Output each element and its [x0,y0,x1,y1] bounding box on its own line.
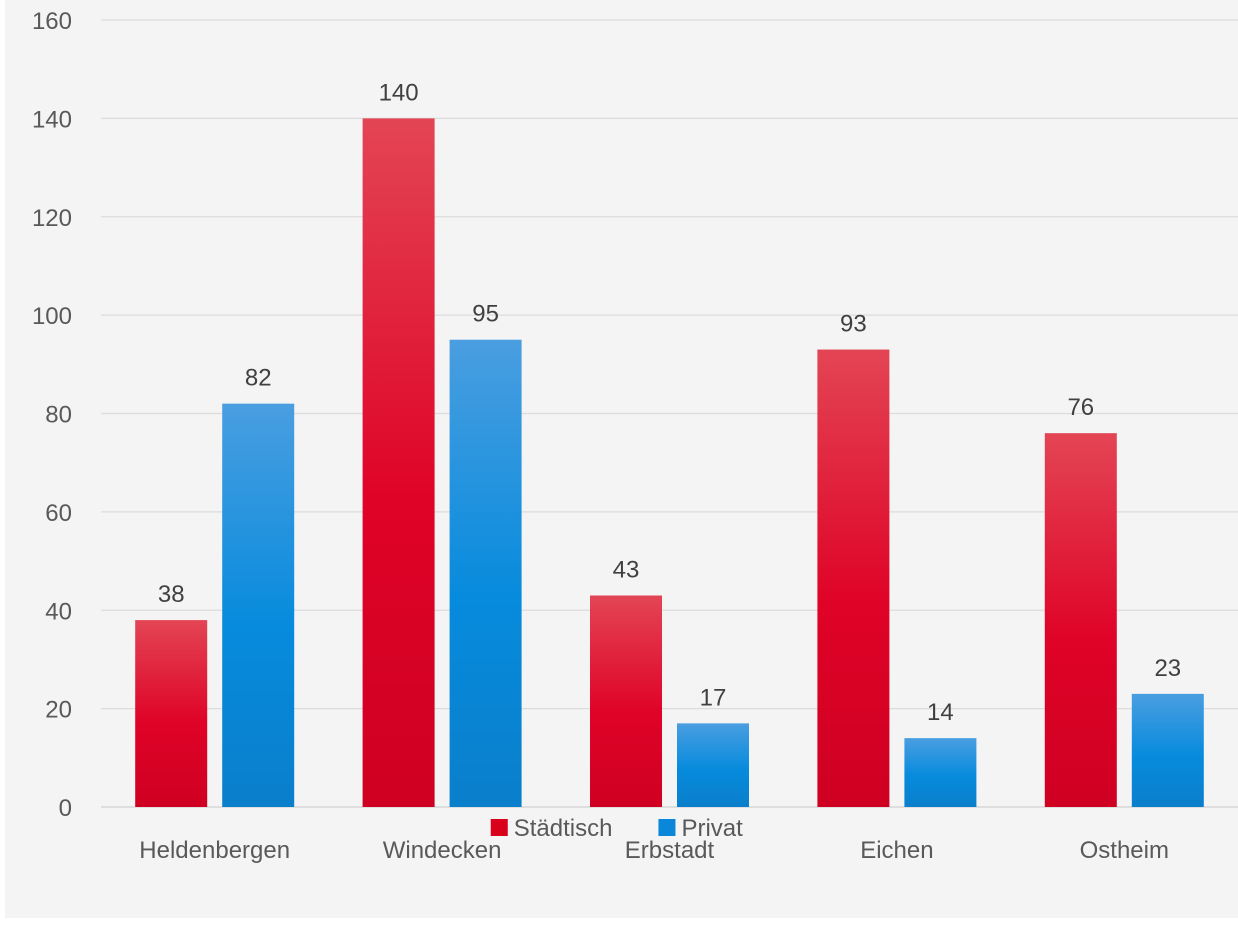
y-tick-label: 0 [59,795,72,822]
data-label: 82 [245,365,272,392]
y-tick-label: 80 [45,402,72,429]
legend: Städtisch Privat [490,815,743,842]
bar-st-dtisch-ostheim [1044,433,1117,807]
bar-st-dtisch-eichen [817,349,890,807]
y-tick-label: 160 [32,8,72,35]
y-tick-label: 100 [32,303,72,330]
bars [135,118,1204,807]
legend-swatch [658,819,676,836]
data-label: 140 [379,79,419,106]
data-label: 95 [472,301,499,328]
bar-privat-heldenbergen [222,403,295,807]
data-label: 93 [840,311,867,338]
bar-st-dtisch-windecken [362,118,435,807]
x-category-label: Eichen [860,837,933,864]
x-axis-categories: Heldenbergen Windecken Erbstadt Eichen Osthe… [139,837,1169,864]
y-tick-label: 60 [45,500,72,527]
bar-privat-ostheim [1131,693,1204,807]
data-label: 14 [927,699,954,726]
x-category-label: Windecken [383,837,502,864]
bar-privat-erbstadt [677,723,749,807]
bar-privat-eichen [904,738,977,807]
x-category-label: Erbstadt [625,837,715,864]
legend-label: Städtisch [514,815,613,842]
data-label: 38 [158,581,185,608]
bar-st-dtisch-erbstadt [590,595,662,807]
bar-st-dtisch-heldenbergen [135,620,208,807]
legend-swatch [490,819,508,836]
x-category-label: Heldenbergen [139,837,290,864]
x-category-label: Ostheim [1080,837,1169,864]
legend-label: Privat [681,815,743,842]
y-axis-ticks: 0 20 40 60 80 100 120 140 160 [32,8,72,822]
y-tick-label: 20 [45,697,72,724]
y-tick-label: 40 [45,598,72,625]
data-label: 23 [1154,655,1181,682]
data-label: 76 [1067,394,1094,421]
y-tick-label: 120 [32,205,72,232]
bar-privat-windecken [449,339,522,807]
y-tick-label: 140 [32,106,72,133]
data-label: 43 [613,556,640,583]
data-label: 17 [700,684,727,711]
data-labels: 38 82 140 95 43 17 93 14 76 23 [158,79,1181,726]
